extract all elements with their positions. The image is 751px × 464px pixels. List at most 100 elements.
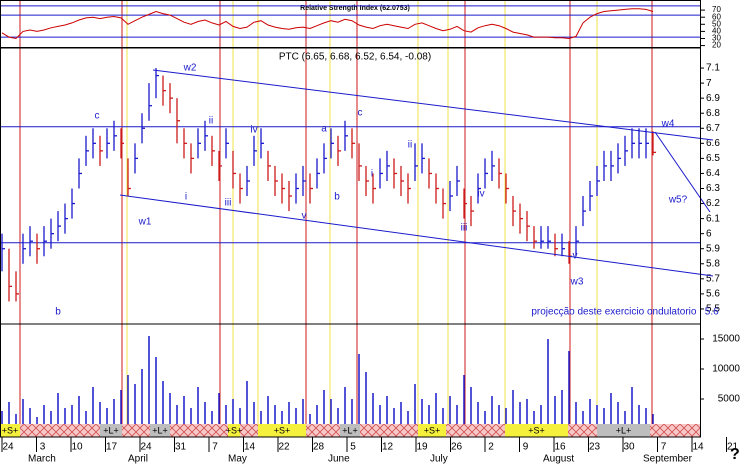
wave-label: a — [321, 124, 327, 135]
question-mark: ? — [730, 446, 740, 463]
volume-bar — [71, 405, 73, 429]
volume-bar — [442, 408, 444, 429]
volume-bar — [512, 390, 514, 429]
y-tick-label: 40 — [712, 26, 721, 35]
x-tick-label: 14 — [692, 442, 704, 453]
x-tick-label: 28 — [313, 442, 325, 453]
flag-label: +S+ — [274, 425, 291, 435]
volume-bar — [631, 387, 633, 429]
volume-bar — [498, 405, 500, 429]
wave-label: w2 — [183, 63, 197, 74]
wave-label: c — [358, 108, 363, 119]
rsi-line — [1, 8, 654, 40]
y-tick-label: 70 — [712, 5, 721, 14]
x-tick-label: 24 — [140, 442, 152, 453]
volume-bar — [491, 396, 493, 429]
volume-bar — [379, 405, 381, 429]
volume-bar — [470, 387, 472, 429]
volume-bar — [50, 411, 52, 429]
volume-bar — [148, 336, 150, 429]
x-tick-label: 21 — [727, 442, 739, 453]
volume-bar — [533, 411, 535, 429]
y-tick-label: 50 — [712, 19, 721, 28]
wave-label: w5? — [668, 195, 688, 206]
volume-bar — [561, 390, 563, 429]
volume-bar — [267, 396, 269, 429]
cycle-lines — [19, 0, 653, 424]
y-tick-label: 20 — [712, 41, 721, 50]
y-tick-label: 7 — [706, 78, 712, 89]
y-tick-label: 6.1 — [706, 213, 720, 224]
volume-bar — [428, 405, 430, 429]
wave-label: w4 — [661, 119, 675, 130]
volume-bar — [568, 351, 570, 429]
volume-bar — [337, 408, 339, 429]
volume-bar — [141, 369, 143, 429]
wave-label: projecção deste exercicio ondulatorio : … — [531, 307, 719, 318]
trend-line — [119, 194, 714, 277]
volume-bar — [22, 399, 24, 429]
volume-bar — [358, 354, 360, 429]
wave-label: w3 — [570, 277, 584, 288]
x-tick-label: 16 — [554, 442, 566, 453]
volume-bar — [127, 375, 129, 429]
volume-bar — [575, 402, 577, 429]
y-tick-label: 6.2 — [706, 198, 720, 209]
y-tick-label: 6.8 — [706, 108, 720, 119]
x-tick-label: 2 — [488, 442, 494, 453]
y-tick-label: 5.7 — [706, 273, 720, 284]
volume-bar — [85, 411, 87, 429]
y-tick-label: 10000 — [712, 364, 740, 375]
volume-bar — [8, 402, 10, 429]
x-tick-label: 22 — [278, 442, 290, 453]
wave-label: b — [334, 192, 340, 203]
x-tick-label: 9 — [523, 442, 529, 453]
volume-bar — [505, 408, 507, 429]
month-label: June — [328, 454, 350, 464]
volume-bar — [547, 339, 549, 429]
volume-bar — [414, 384, 416, 429]
volume-bar — [92, 387, 94, 429]
y-tick-label: 60 — [712, 12, 721, 21]
y-tick-label: 5.8 — [706, 258, 720, 269]
x-tick-label: 12 — [382, 442, 394, 453]
volume-bar — [344, 387, 346, 429]
volume-bar — [463, 375, 465, 429]
y-tick-label: 6.4 — [706, 168, 720, 179]
wave-label: ii — [209, 116, 213, 127]
volume-bar — [155, 357, 157, 429]
volume-bar — [15, 414, 17, 429]
wave-label: v — [573, 251, 578, 262]
y-tick-label: 15000 — [712, 334, 740, 345]
volume-bar — [526, 399, 528, 429]
flag-segment — [597, 424, 650, 437]
flag-segment — [340, 424, 360, 437]
x-tick-label: 17 — [106, 442, 118, 453]
plot: Relative Strength Index (62.0753) 7060504… — [0, 5, 740, 429]
flag-segment — [100, 424, 122, 437]
flag-segment — [258, 424, 306, 437]
y-tick-label: 30 — [712, 34, 721, 43]
volume-bar — [253, 402, 255, 429]
flag-segment — [0, 424, 20, 437]
y-tick-label: 5.5 — [706, 304, 720, 315]
flag-segment — [150, 424, 170, 437]
volume-bar — [603, 408, 605, 429]
month-label: September — [643, 454, 693, 464]
flag-label: +S+ — [528, 425, 545, 435]
volume-bar — [43, 405, 45, 429]
volume-bar — [288, 402, 290, 429]
y-tick-label: 6.3 — [706, 183, 720, 194]
y-tick-label: 5000 — [718, 394, 741, 405]
volume-bar — [365, 372, 367, 429]
x-tick-label: 19 — [416, 442, 428, 453]
volume-bar — [372, 393, 374, 429]
volume-bar — [1, 411, 3, 429]
volume-bar — [106, 408, 108, 429]
volume-bar — [351, 399, 353, 429]
flag-label: +L+ — [342, 425, 358, 435]
flag-label: +L+ — [152, 425, 168, 435]
month-label: April — [128, 454, 148, 464]
